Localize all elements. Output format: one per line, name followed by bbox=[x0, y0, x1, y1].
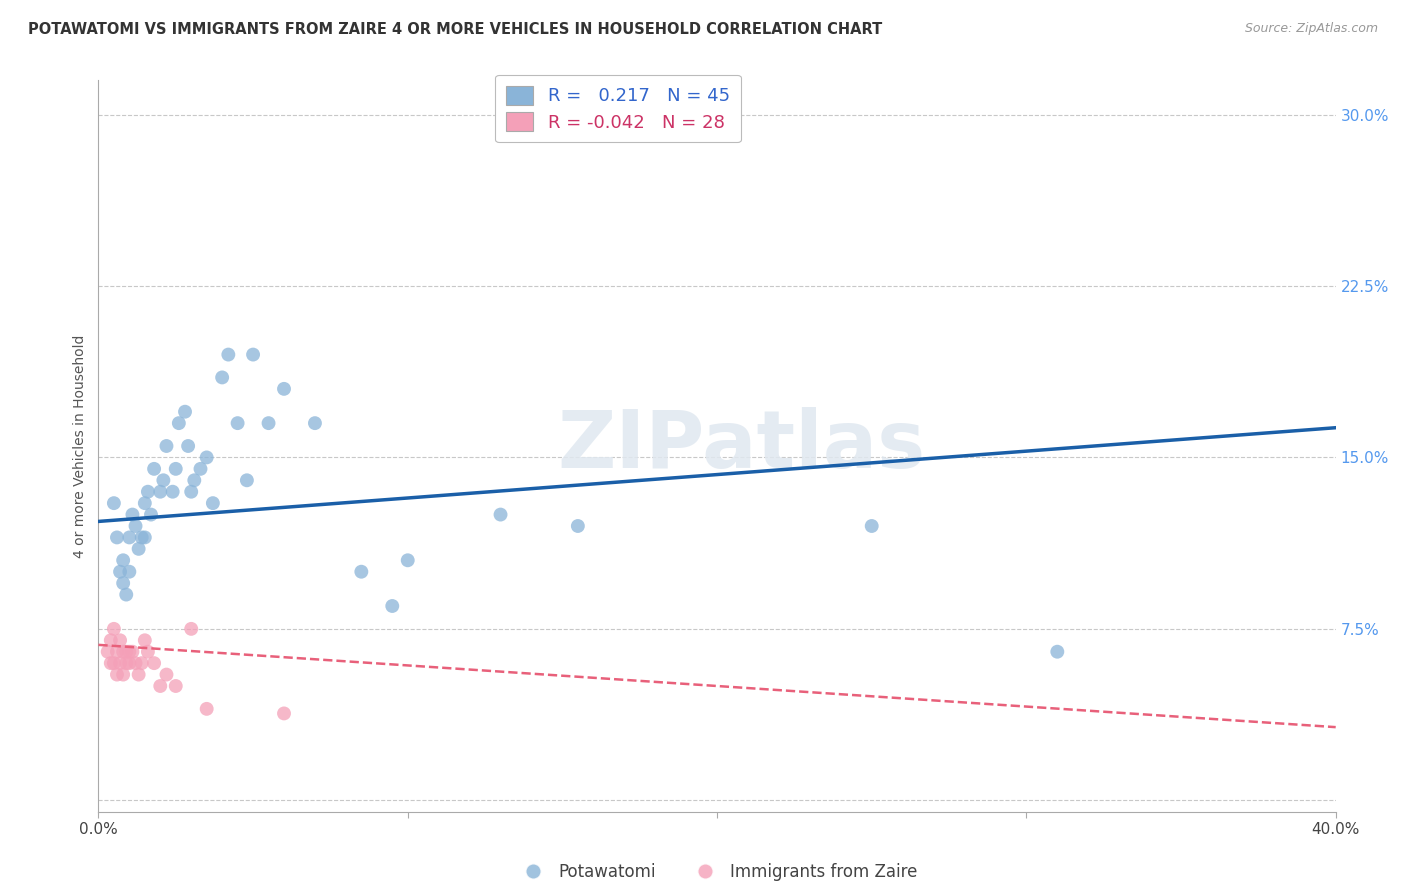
Point bbox=[195, 450, 218, 465]
Point bbox=[112, 667, 135, 681]
Point bbox=[273, 706, 295, 721]
Point bbox=[134, 496, 156, 510]
Point bbox=[118, 530, 141, 544]
Point bbox=[124, 519, 146, 533]
Point bbox=[180, 622, 202, 636]
Point bbox=[143, 462, 166, 476]
Point bbox=[180, 484, 202, 499]
Point bbox=[860, 519, 883, 533]
Point bbox=[112, 553, 135, 567]
Point bbox=[139, 508, 162, 522]
Point bbox=[489, 508, 512, 522]
Point bbox=[97, 645, 120, 659]
Point bbox=[167, 416, 190, 430]
Point bbox=[381, 599, 404, 613]
Point bbox=[396, 553, 419, 567]
Point bbox=[131, 530, 153, 544]
Point bbox=[108, 633, 131, 648]
Point bbox=[118, 656, 141, 670]
Point bbox=[108, 656, 131, 670]
Point bbox=[115, 645, 138, 659]
Point bbox=[143, 656, 166, 670]
Point bbox=[103, 656, 125, 670]
Point bbox=[174, 405, 197, 419]
Point bbox=[195, 702, 218, 716]
Point bbox=[226, 416, 249, 430]
Point bbox=[242, 348, 264, 362]
Point bbox=[124, 656, 146, 670]
Point bbox=[100, 633, 122, 648]
Point bbox=[112, 645, 135, 659]
Point bbox=[105, 667, 128, 681]
Point bbox=[257, 416, 280, 430]
Point bbox=[152, 473, 174, 487]
Point bbox=[1046, 645, 1069, 659]
Point bbox=[155, 667, 177, 681]
Point bbox=[103, 496, 125, 510]
Point bbox=[134, 633, 156, 648]
Point bbox=[118, 565, 141, 579]
Point bbox=[115, 588, 138, 602]
Point bbox=[121, 645, 143, 659]
Point bbox=[155, 439, 177, 453]
Point bbox=[136, 645, 159, 659]
Point bbox=[131, 656, 153, 670]
Point bbox=[103, 622, 125, 636]
Point bbox=[108, 565, 131, 579]
Text: ZIPatlas: ZIPatlas bbox=[558, 407, 927, 485]
Point bbox=[217, 348, 239, 362]
Point bbox=[100, 656, 122, 670]
Point bbox=[115, 656, 138, 670]
Point bbox=[128, 667, 150, 681]
Point bbox=[165, 462, 187, 476]
Point bbox=[183, 473, 205, 487]
Legend: Potawatomi, Immigrants from Zaire: Potawatomi, Immigrants from Zaire bbox=[509, 856, 925, 888]
Point bbox=[162, 484, 184, 499]
Point bbox=[350, 565, 373, 579]
Y-axis label: 4 or more Vehicles in Household: 4 or more Vehicles in Household bbox=[73, 334, 87, 558]
Text: POTAWATOMI VS IMMIGRANTS FROM ZAIRE 4 OR MORE VEHICLES IN HOUSEHOLD CORRELATION : POTAWATOMI VS IMMIGRANTS FROM ZAIRE 4 OR… bbox=[28, 22, 883, 37]
Point bbox=[177, 439, 200, 453]
Point bbox=[128, 541, 150, 556]
Point bbox=[105, 645, 128, 659]
Point bbox=[134, 530, 156, 544]
Point bbox=[105, 530, 128, 544]
Point bbox=[165, 679, 187, 693]
Point bbox=[304, 416, 326, 430]
Point bbox=[136, 484, 159, 499]
Point bbox=[273, 382, 295, 396]
Point bbox=[149, 484, 172, 499]
Point bbox=[190, 462, 212, 476]
Point bbox=[112, 576, 135, 591]
Point bbox=[149, 679, 172, 693]
Point bbox=[201, 496, 224, 510]
Point bbox=[211, 370, 233, 384]
Point bbox=[121, 508, 143, 522]
Point bbox=[567, 519, 589, 533]
Point bbox=[236, 473, 259, 487]
Text: Source: ZipAtlas.com: Source: ZipAtlas.com bbox=[1244, 22, 1378, 36]
Point bbox=[118, 645, 141, 659]
